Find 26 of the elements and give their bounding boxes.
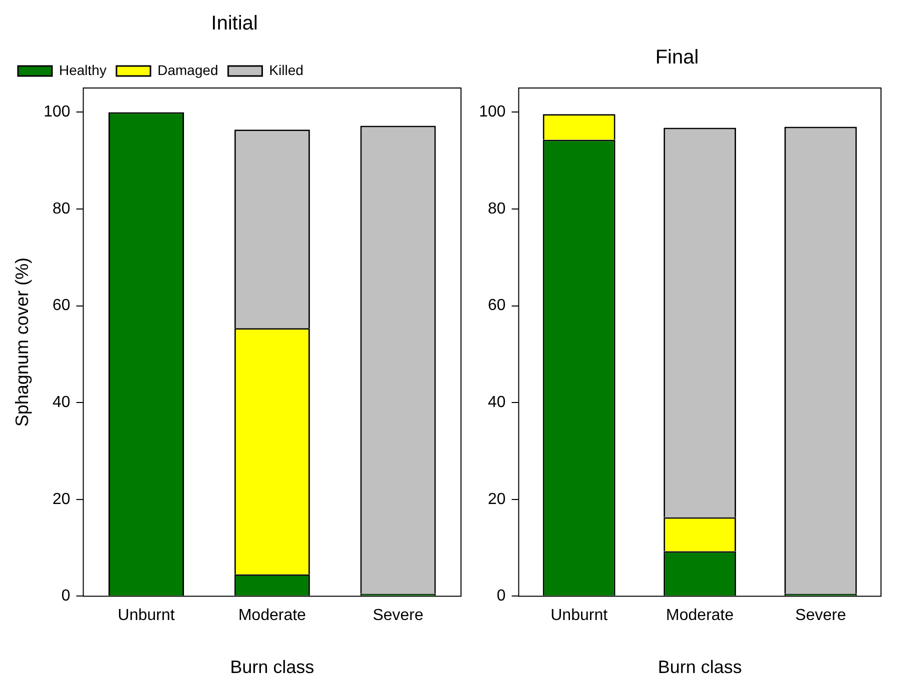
y-tick-label: 80 [52,200,70,218]
y-tick-label: 0 [61,588,70,605]
x-tick-label: Moderate [238,607,306,624]
chart-title: Final [655,46,699,69]
legend-label: Healthy [59,62,106,78]
x-tick-label: Severe [372,607,424,624]
x-tick-label: Severe [795,607,846,624]
legend-label: Damaged [157,62,218,78]
y-tick-label: 20 [52,490,70,508]
y-tick-label: 20 [488,490,506,508]
y-tick-label: 0 [496,588,506,605]
chart-title: Initial [211,12,258,35]
x-tick-label: Unburnt [550,607,608,624]
y-tick-label: 60 [52,297,70,314]
y-tick-label: 60 [488,297,506,314]
x-tick-label: Unburnt [118,607,176,624]
y-tick-label: 100 [44,104,70,121]
y-tick-label: 80 [488,200,506,218]
y-tick-label: 40 [488,394,506,412]
x-tick-label: Moderate [666,607,734,624]
y-tick-label: 40 [52,394,70,412]
x-axis-title: Burn class [658,657,742,678]
y-tick-label: 100 [478,104,506,121]
legend-label: Killed [269,62,304,78]
y-axis-title: Sphagnum cover (%) [12,258,32,427]
x-axis-title: Burn class [230,657,314,678]
